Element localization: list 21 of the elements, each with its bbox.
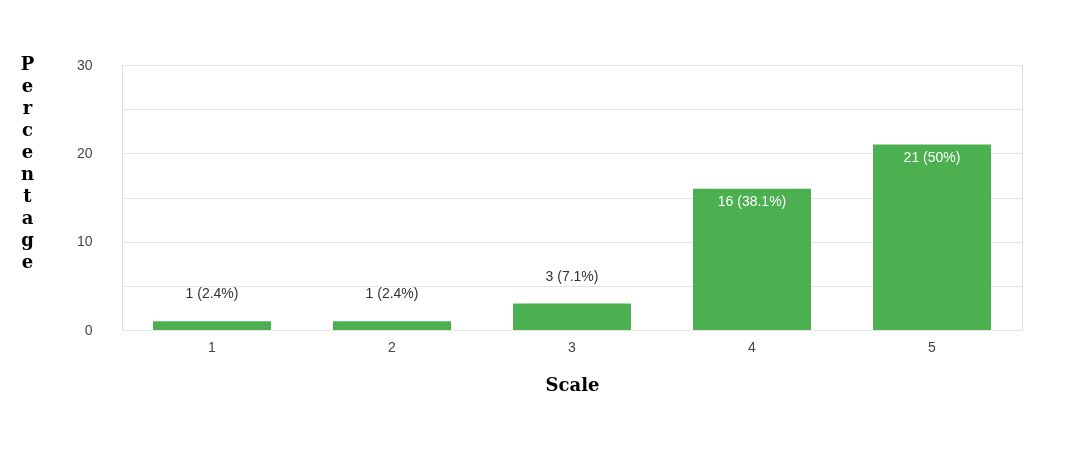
- y-tick-label: 10: [76, 233, 93, 250]
- bar: [153, 321, 271, 330]
- bar: [693, 188, 811, 330]
- text: Percentage: [20, 52, 35, 272]
- y-tick-label: 20: [76, 144, 93, 161]
- x-tick-label: 3: [568, 338, 577, 355]
- bar: [333, 321, 451, 330]
- x-tick-label: 4: [748, 338, 757, 355]
- x-tick-label: 2: [388, 338, 397, 355]
- data-label: 21 (50%): [903, 148, 961, 165]
- bar: [513, 303, 631, 330]
- bar: [873, 144, 991, 330]
- y-tick-label: 30: [76, 56, 93, 73]
- data-label: 16 (38.1%): [717, 192, 787, 209]
- data-label: 1 (2.4%): [185, 285, 239, 302]
- y-tick-label: 0: [84, 321, 93, 338]
- data-label: 3 (7.1%): [545, 267, 599, 284]
- data-label: 1 (2.4%): [365, 285, 419, 302]
- x-tick-label: 5: [928, 338, 937, 355]
- x-axis-title: Scale: [545, 373, 600, 395]
- x-tick-label: 1: [208, 338, 217, 355]
